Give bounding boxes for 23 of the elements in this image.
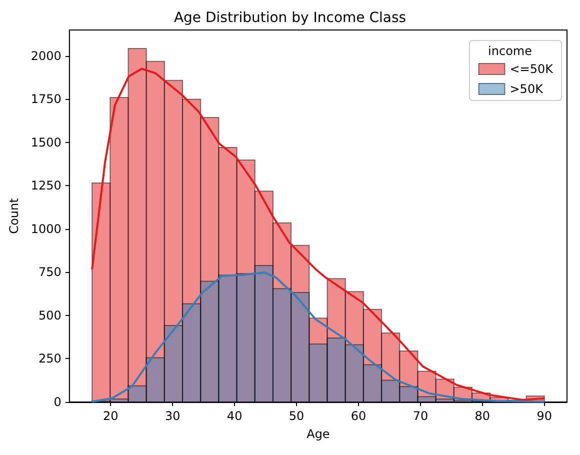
y-tick-label: 1250 [30, 178, 62, 193]
x-tick-label: 50 [288, 409, 304, 423]
y-tick-label: 250 [38, 352, 62, 366]
y-tick-label: 1000 [30, 222, 62, 236]
y-tick-label: 2000 [30, 48, 62, 63]
x-tick-label: 30 [164, 409, 180, 423]
x-tick-label: 80 [474, 409, 490, 423]
y-tick-label: 500 [38, 308, 62, 322]
legend-label: >50K [510, 82, 544, 96]
chart-title: Age Distribution by Income Class [174, 10, 406, 26]
legend-title: income [488, 44, 532, 58]
x-tick-label: 60 [350, 409, 366, 423]
y-axis-title: Count [7, 198, 21, 234]
x-tick-label: 90 [536, 409, 552, 423]
x-tick-label: 40 [226, 409, 242, 423]
x-tick-label: 70 [412, 409, 428, 423]
legend-label: <=50K [510, 62, 554, 76]
y-tick-label: 750 [38, 265, 62, 280]
y-tick-label: 0 [54, 395, 62, 409]
y-tick-label: 1750 [30, 92, 62, 106]
x-tick-label: 20 [103, 409, 118, 423]
x-axis-title: Age [306, 427, 330, 441]
y-tick-label: 1500 [30, 135, 62, 150]
